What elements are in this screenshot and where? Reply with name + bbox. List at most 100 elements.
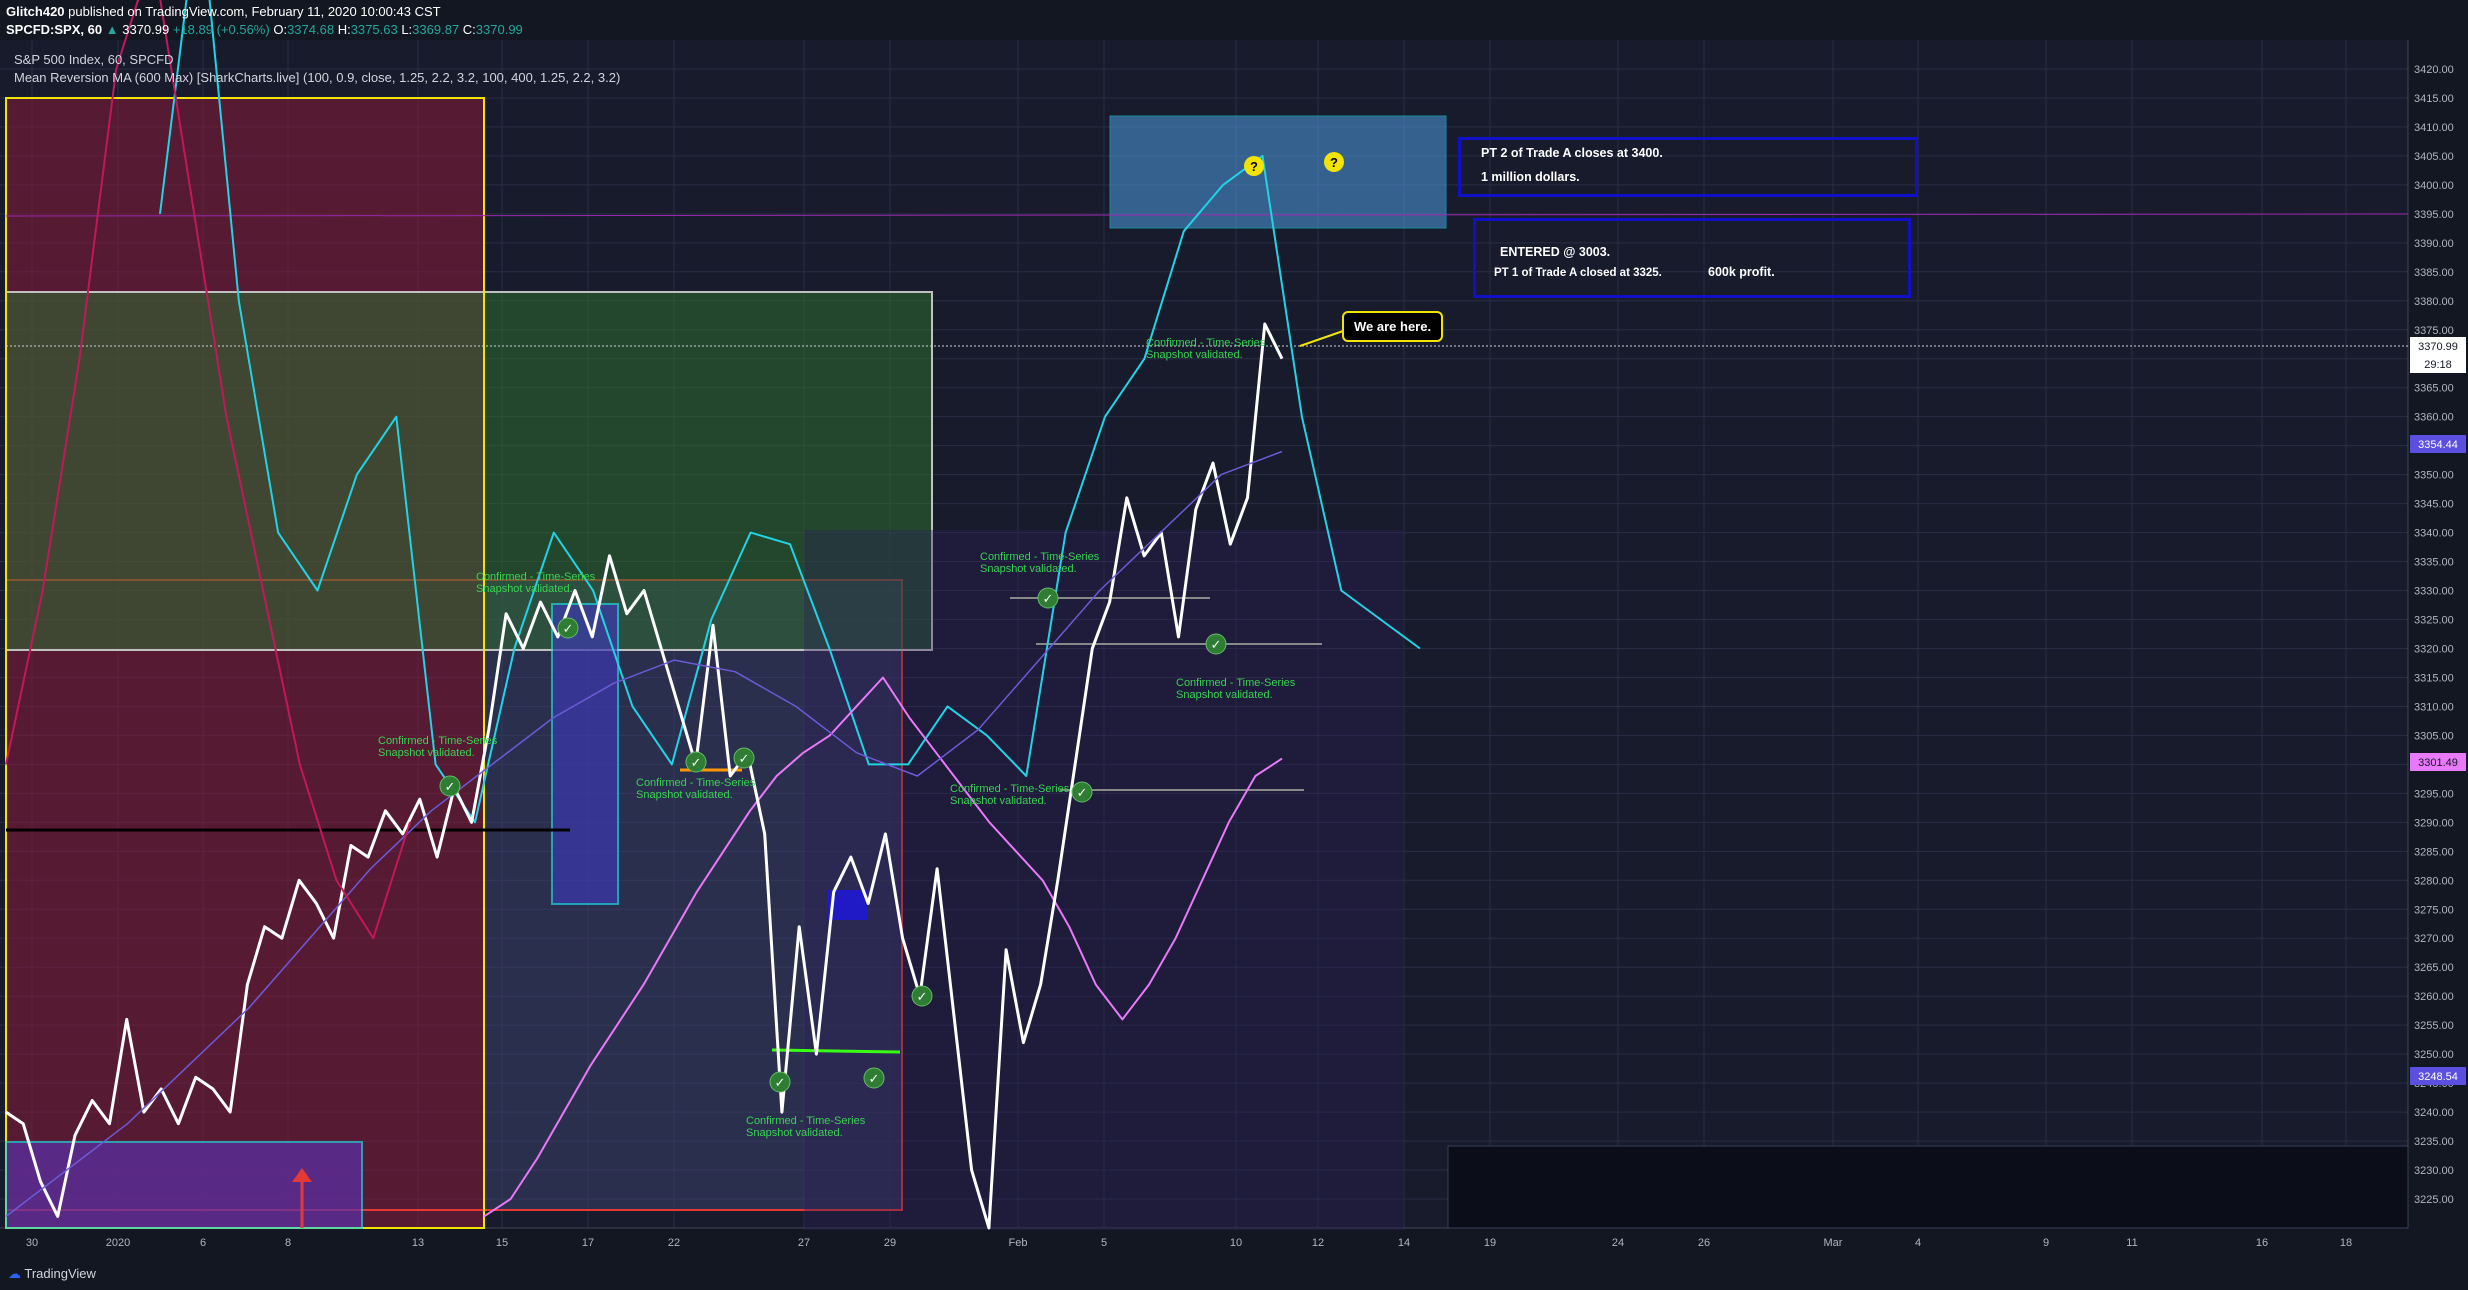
x-tick-label: 2020 — [106, 1237, 130, 1249]
high-label: H: — [337, 22, 351, 37]
x-tick-label: 26 — [1698, 1237, 1710, 1249]
y-tick-label: 3405.00 — [2414, 151, 2454, 163]
published-text: published on TradingView.com, February 1… — [68, 4, 441, 19]
x-tick-label: 22 — [668, 1237, 680, 1249]
tradingview-cloud-icon: ☁ — [8, 1266, 21, 1281]
x-tick-label: 19 — [1484, 1237, 1496, 1249]
zone-green-top — [6, 292, 932, 650]
support-line-green — [771, 1048, 901, 1054]
zone-dark-bottom — [1447, 1145, 2409, 1229]
check-icon — [1071, 781, 1093, 803]
question-icon — [1244, 156, 1264, 176]
confirmed-label: Confirmed - Time-Series — [1176, 677, 1296, 689]
confirmed-label: Confirmed - Time-Series — [980, 551, 1100, 563]
series-upper-band — [159, 0, 1421, 824]
we-are-here-callout[interactable]: We are here. — [1342, 311, 1444, 342]
ohlc-line: SPCFD:SPX, 60 ▲ 3370.99 +18.89 (+0.56%) … — [6, 22, 523, 37]
question-glyph: ? — [1330, 155, 1338, 170]
y-tick-label: 3225.00 — [2414, 1194, 2454, 1206]
price-tag-last-bg — [2410, 337, 2466, 355]
annotation-box-entered[interactable]: ENTERED @ 3003. PT 1 of Trade A closed a… — [1473, 218, 1911, 298]
check-glyph: ✓ — [691, 756, 702, 771]
publisher-name: Glitch420 — [6, 4, 65, 19]
indicator-legend[interactable]: Mean Reversion MA (600 Max) [SharkCharts… — [14, 70, 621, 85]
y-tick-label: 3235.00 — [2414, 1136, 2454, 1148]
price-tag-blue2: 3248.54 — [2418, 1071, 2458, 1083]
confirmed-label: Snapshot validated. — [476, 583, 573, 595]
x-tick-label: 10 — [1230, 1237, 1242, 1249]
price-tag-magenta-bg — [2410, 753, 2466, 771]
y-tick-label: 3255.00 — [2414, 1020, 2454, 1032]
footer-bar — [0, 1262, 2468, 1290]
last-price: 3370.99 — [122, 22, 170, 37]
y-tick-label: 3415.00 — [2414, 93, 2454, 105]
check-icon — [685, 751, 707, 773]
x-tick-label: 16 — [2256, 1237, 2268, 1249]
x-tick-label: 8 — [285, 1237, 291, 1249]
check-icon — [1037, 587, 1059, 609]
check-icon — [769, 1071, 791, 1093]
resistance-line-purple — [5, 213, 2409, 217]
confirmed-label: Snapshot validated. — [980, 563, 1077, 575]
arrow-up-head-icon — [292, 1168, 312, 1182]
series-price — [5, 322, 1284, 1230]
x-tick-label: 4 — [1915, 1237, 1921, 1249]
x-tick-label: 30 — [26, 1237, 38, 1249]
series-mean — [483, 676, 1283, 1218]
confirmed-label: Confirmed - Time-Series — [746, 1115, 866, 1127]
check-glyph: ✓ — [775, 1076, 786, 1091]
confirmed-label: Confirmed - Time-Series — [378, 735, 498, 747]
confirmed-label: Snapshot validated. — [746, 1127, 843, 1139]
y-tick-label: 3350.00 — [2414, 470, 2454, 482]
price-tag-countdown-bg — [2410, 355, 2466, 373]
y-tick-label: 3320.00 — [2414, 643, 2454, 655]
price-change: +18.89 (+0.56%) — [172, 22, 270, 37]
annotation-entered-line1: ENTERED @ 3003. — [1500, 245, 1611, 259]
price-tag-blue-bg — [2410, 435, 2466, 453]
confirmed-label: Snapshot validated. — [1176, 689, 1273, 701]
y-tick-label: 3420.00 — [2414, 64, 2454, 76]
y-tick-label: 3310.00 — [2414, 701, 2454, 713]
x-tick-label: 12 — [1312, 1237, 1324, 1249]
zone-lightblue-top — [1109, 115, 1447, 229]
price-tag-last: 3370.99 — [2418, 341, 2458, 353]
chart-title: S&P 500 Index, 60, SPCFD — [14, 52, 174, 67]
y-tick-label: 3305.00 — [2414, 730, 2454, 742]
y-tick-label: 3270.00 — [2414, 933, 2454, 945]
publisher-line: Glitch420 published on TradingView.com, … — [6, 4, 441, 19]
price-tag-blue: 3354.44 — [2418, 439, 2458, 451]
confirmed-label: Confirmed - Time-Series — [950, 783, 1070, 795]
check-glyph: ✓ — [563, 622, 574, 637]
open-label: O: — [273, 22, 288, 37]
y-tick-label: 3265.00 — [2414, 962, 2454, 974]
x-tick-label: 6 — [200, 1237, 206, 1249]
tradingview-brand[interactable]: ☁ TradingView — [8, 1266, 96, 1282]
check-glyph: ✓ — [1043, 592, 1054, 607]
check-glyph: ✓ — [917, 990, 928, 1005]
symbol-label: SPCFD:SPX, 60 — [6, 22, 103, 37]
y-tick-label: 3295.00 — [2414, 788, 2454, 800]
check-glyph: ✓ — [869, 1072, 880, 1087]
y-tick-label: 3345.00 — [2414, 499, 2454, 511]
x-tick-label: 18 — [2340, 1237, 2352, 1249]
confirmed-label: Snapshot validated. — [1146, 349, 1243, 361]
y-tick-label: 3230.00 — [2414, 1165, 2454, 1177]
annotation-pt2-line1: PT 2 of Trade A closes at 3400. — [1481, 146, 1663, 160]
check-glyph: ✓ — [1077, 786, 1088, 801]
x-tick-label: 27 — [798, 1237, 810, 1249]
y-tick-label: 3325.00 — [2414, 615, 2454, 627]
check-glyph: ✓ — [739, 752, 750, 767]
x-tick-label: 29 — [884, 1237, 896, 1249]
y-tick-label: 3260.00 — [2414, 991, 2454, 1003]
x-tick-label: 13 — [412, 1237, 424, 1249]
high-value: 3375.63 — [350, 22, 398, 37]
x-tick-label: Feb — [1009, 1237, 1028, 1249]
zone-blue-small — [551, 603, 619, 905]
y-tick-label: 3380.00 — [2414, 296, 2454, 308]
price-tag-magenta: 3301.49 — [2418, 757, 2458, 769]
annotation-box-pt2[interactable]: PT 2 of Trade A closes at 3400. 1 millio… — [1458, 137, 1918, 197]
question-icon — [1324, 152, 1344, 172]
check-icon — [557, 617, 579, 639]
y-tick-label: 3335.00 — [2414, 557, 2454, 569]
